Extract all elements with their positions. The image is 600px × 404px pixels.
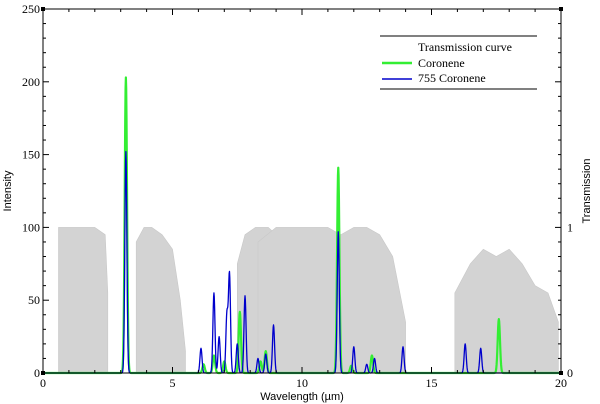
- y-tick-label: 100: [22, 220, 40, 234]
- frame-corner-marker: [41, 371, 45, 375]
- x-tick-label: 0: [40, 376, 46, 390]
- legend-label-transmission: Transmission curve: [418, 40, 512, 54]
- legend-label-coronene: Coronene: [418, 56, 465, 70]
- legend: Transmission curve Coronene 755 Coronene: [380, 35, 537, 90]
- x-tick-label: 5: [170, 376, 176, 390]
- x-tick-label: 15: [426, 376, 438, 390]
- frame-corner-marker: [41, 7, 45, 11]
- legend-label-755-coronene: 755 Coronene: [418, 71, 486, 85]
- x-axis-title: Wavelength (µm): [260, 391, 344, 403]
- frame-corner-marker: [559, 7, 563, 11]
- x-tick-label: 10: [296, 376, 308, 390]
- transmission-band: [58, 227, 109, 374]
- y-tick-label: 0: [34, 366, 40, 380]
- y-axis-right-title: Transmission: [581, 159, 593, 224]
- y-tick-label: 250: [22, 2, 40, 16]
- transmission-band: [257, 227, 406, 374]
- frame-corner-marker: [559, 371, 563, 375]
- transmission-band: [454, 248, 559, 374]
- transmission-band: [135, 227, 186, 374]
- y-tick-label: 150: [22, 148, 40, 162]
- x-tick-label: 20: [555, 376, 567, 390]
- y-tick-label: 50: [28, 293, 40, 307]
- y-right-tick-label: 0: [567, 366, 573, 380]
- y-tick-label: 200: [22, 75, 40, 89]
- y-right-tick-label: 1: [567, 220, 573, 234]
- transmission-curve-layer: [58, 227, 559, 374]
- y-axis-title: Intensity: [2, 170, 14, 211]
